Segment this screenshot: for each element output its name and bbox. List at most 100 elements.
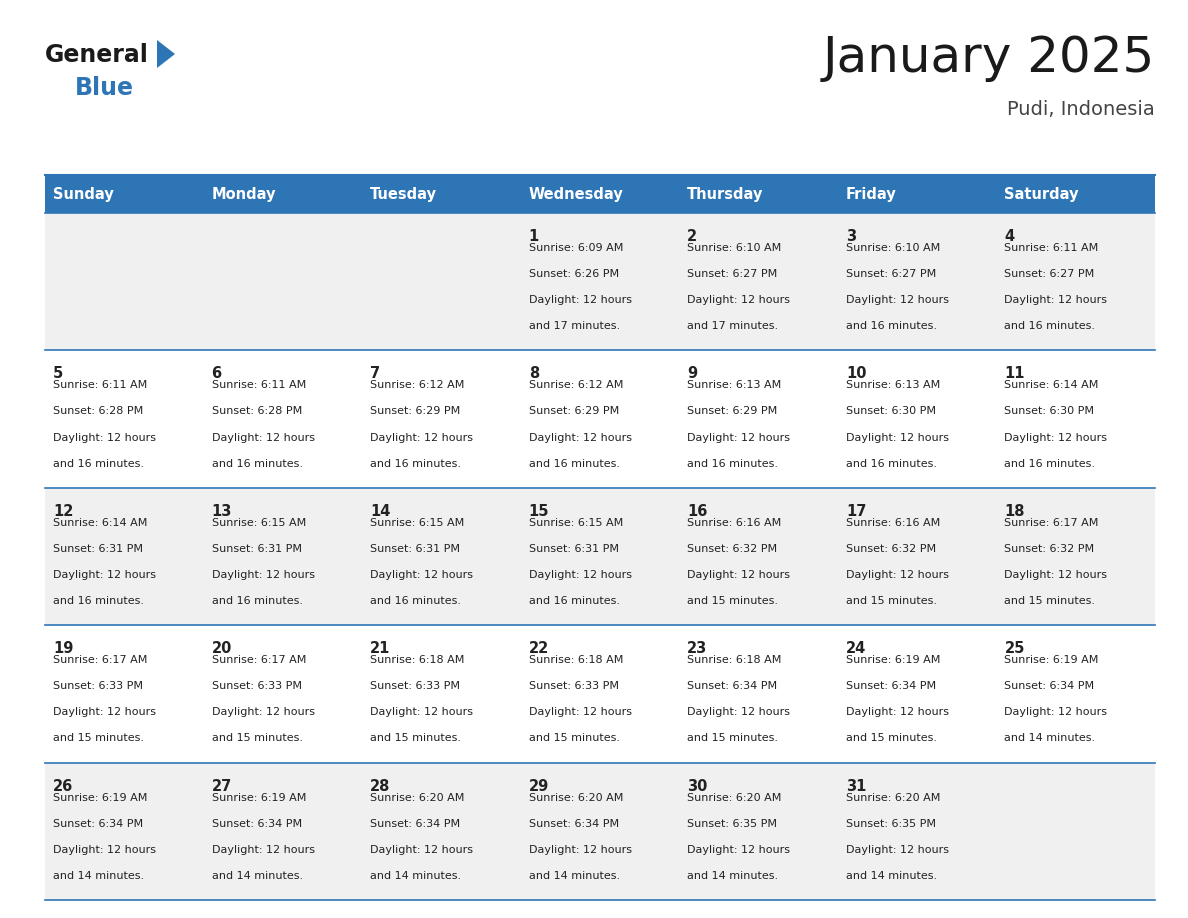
Text: and 15 minutes.: and 15 minutes. [688, 733, 778, 744]
Text: Daylight: 12 hours: Daylight: 12 hours [211, 570, 315, 580]
Polygon shape [157, 40, 175, 68]
Text: Sunrise: 6:19 AM: Sunrise: 6:19 AM [211, 792, 307, 802]
Text: and 17 minutes.: and 17 minutes. [688, 321, 778, 331]
Text: Sunset: 6:31 PM: Sunset: 6:31 PM [529, 543, 619, 554]
Text: Sunset: 6:27 PM: Sunset: 6:27 PM [846, 269, 936, 279]
Text: Daylight: 12 hours: Daylight: 12 hours [371, 570, 473, 580]
Text: and 15 minutes.: and 15 minutes. [371, 733, 461, 744]
Text: Sunset: 6:28 PM: Sunset: 6:28 PM [211, 407, 302, 417]
Text: Daylight: 12 hours: Daylight: 12 hours [529, 432, 632, 442]
Text: Daylight: 12 hours: Daylight: 12 hours [846, 708, 949, 717]
Text: Sunrise: 6:14 AM: Sunrise: 6:14 AM [53, 518, 147, 528]
Text: Sunrise: 6:19 AM: Sunrise: 6:19 AM [1004, 655, 1099, 666]
Text: Wednesday: Wednesday [529, 186, 624, 201]
Text: 29: 29 [529, 778, 549, 793]
FancyBboxPatch shape [45, 351, 1155, 487]
Text: Daylight: 12 hours: Daylight: 12 hours [53, 432, 156, 442]
FancyBboxPatch shape [45, 213, 1155, 351]
Text: 1: 1 [529, 229, 539, 244]
Text: and 14 minutes.: and 14 minutes. [529, 871, 620, 881]
Text: Sunrise: 6:11 AM: Sunrise: 6:11 AM [211, 380, 305, 390]
Text: 18: 18 [1004, 504, 1025, 519]
Text: and 15 minutes.: and 15 minutes. [53, 733, 144, 744]
Text: Sunrise: 6:16 AM: Sunrise: 6:16 AM [688, 518, 782, 528]
Text: 19: 19 [53, 641, 74, 656]
Text: Sunrise: 6:13 AM: Sunrise: 6:13 AM [846, 380, 940, 390]
Text: 13: 13 [211, 504, 232, 519]
Text: Daylight: 12 hours: Daylight: 12 hours [688, 296, 790, 305]
Text: and 16 minutes.: and 16 minutes. [53, 596, 144, 606]
Text: Sunset: 6:29 PM: Sunset: 6:29 PM [371, 407, 461, 417]
Text: Daylight: 12 hours: Daylight: 12 hours [529, 296, 632, 305]
Text: Sunrise: 6:15 AM: Sunrise: 6:15 AM [371, 518, 465, 528]
Text: 10: 10 [846, 366, 866, 381]
Text: Daylight: 12 hours: Daylight: 12 hours [846, 570, 949, 580]
Text: Sunrise: 6:17 AM: Sunrise: 6:17 AM [1004, 518, 1099, 528]
Text: Sunset: 6:32 PM: Sunset: 6:32 PM [688, 543, 777, 554]
Text: Sunrise: 6:20 AM: Sunrise: 6:20 AM [371, 792, 465, 802]
Text: Sunrise: 6:12 AM: Sunrise: 6:12 AM [371, 380, 465, 390]
Text: Daylight: 12 hours: Daylight: 12 hours [53, 570, 156, 580]
Text: Sunset: 6:33 PM: Sunset: 6:33 PM [211, 681, 302, 691]
Text: 26: 26 [53, 778, 74, 793]
Text: Blue: Blue [75, 76, 134, 100]
Text: Daylight: 12 hours: Daylight: 12 hours [529, 845, 632, 855]
Text: and 16 minutes.: and 16 minutes. [211, 459, 303, 469]
Text: Sunset: 6:29 PM: Sunset: 6:29 PM [529, 407, 619, 417]
Text: Daylight: 12 hours: Daylight: 12 hours [846, 432, 949, 442]
Text: Daylight: 12 hours: Daylight: 12 hours [1004, 296, 1107, 305]
Text: Daylight: 12 hours: Daylight: 12 hours [1004, 432, 1107, 442]
Text: 7: 7 [371, 366, 380, 381]
Text: and 15 minutes.: and 15 minutes. [846, 733, 937, 744]
Text: and 14 minutes.: and 14 minutes. [211, 871, 303, 881]
Text: Sunrise: 6:17 AM: Sunrise: 6:17 AM [211, 655, 307, 666]
Text: 30: 30 [688, 778, 708, 793]
Text: 15: 15 [529, 504, 549, 519]
Text: Tuesday: Tuesday [371, 186, 437, 201]
Text: Sunset: 6:34 PM: Sunset: 6:34 PM [846, 681, 936, 691]
Text: Sunset: 6:34 PM: Sunset: 6:34 PM [688, 681, 777, 691]
Text: Sunset: 6:35 PM: Sunset: 6:35 PM [846, 819, 936, 829]
Text: Daylight: 12 hours: Daylight: 12 hours [371, 845, 473, 855]
Text: and 15 minutes.: and 15 minutes. [846, 596, 937, 606]
Text: Daylight: 12 hours: Daylight: 12 hours [53, 845, 156, 855]
Text: Thursday: Thursday [688, 186, 764, 201]
Text: Sunrise: 6:16 AM: Sunrise: 6:16 AM [846, 518, 940, 528]
Text: 2: 2 [688, 229, 697, 244]
Text: Daylight: 12 hours: Daylight: 12 hours [688, 708, 790, 717]
Text: and 16 minutes.: and 16 minutes. [1004, 459, 1095, 469]
Text: Sunrise: 6:19 AM: Sunrise: 6:19 AM [846, 655, 940, 666]
Text: and 17 minutes.: and 17 minutes. [529, 321, 620, 331]
Text: Sunrise: 6:17 AM: Sunrise: 6:17 AM [53, 655, 147, 666]
Text: Sunrise: 6:10 AM: Sunrise: 6:10 AM [688, 243, 782, 253]
Text: 4: 4 [1004, 229, 1015, 244]
FancyBboxPatch shape [45, 763, 1155, 900]
Text: 20: 20 [211, 641, 232, 656]
Text: Sunset: 6:32 PM: Sunset: 6:32 PM [846, 543, 936, 554]
Text: 25: 25 [1004, 641, 1025, 656]
Text: Daylight: 12 hours: Daylight: 12 hours [529, 708, 632, 717]
Text: Sunset: 6:34 PM: Sunset: 6:34 PM [371, 819, 460, 829]
Text: and 16 minutes.: and 16 minutes. [688, 459, 778, 469]
Text: Sunrise: 6:10 AM: Sunrise: 6:10 AM [846, 243, 940, 253]
Text: Sunset: 6:27 PM: Sunset: 6:27 PM [1004, 269, 1094, 279]
Text: 6: 6 [211, 366, 222, 381]
Text: Sunset: 6:34 PM: Sunset: 6:34 PM [53, 819, 143, 829]
Text: Sunset: 6:31 PM: Sunset: 6:31 PM [211, 543, 302, 554]
Text: Monday: Monday [211, 186, 276, 201]
Text: Sunset: 6:30 PM: Sunset: 6:30 PM [1004, 407, 1094, 417]
Text: Daylight: 12 hours: Daylight: 12 hours [371, 432, 473, 442]
Text: and 14 minutes.: and 14 minutes. [53, 871, 144, 881]
Text: Sunrise: 6:20 AM: Sunrise: 6:20 AM [529, 792, 623, 802]
Text: January 2025: January 2025 [823, 34, 1155, 82]
Text: Sunset: 6:27 PM: Sunset: 6:27 PM [688, 269, 777, 279]
Text: Sunrise: 6:18 AM: Sunrise: 6:18 AM [529, 655, 623, 666]
Text: Daylight: 12 hours: Daylight: 12 hours [688, 432, 790, 442]
Text: Sunset: 6:33 PM: Sunset: 6:33 PM [529, 681, 619, 691]
Text: and 15 minutes.: and 15 minutes. [1004, 596, 1095, 606]
Text: 21: 21 [371, 641, 391, 656]
Text: and 16 minutes.: and 16 minutes. [371, 596, 461, 606]
Text: Sunrise: 6:18 AM: Sunrise: 6:18 AM [371, 655, 465, 666]
Text: 16: 16 [688, 504, 708, 519]
Text: Sunset: 6:35 PM: Sunset: 6:35 PM [688, 819, 777, 829]
